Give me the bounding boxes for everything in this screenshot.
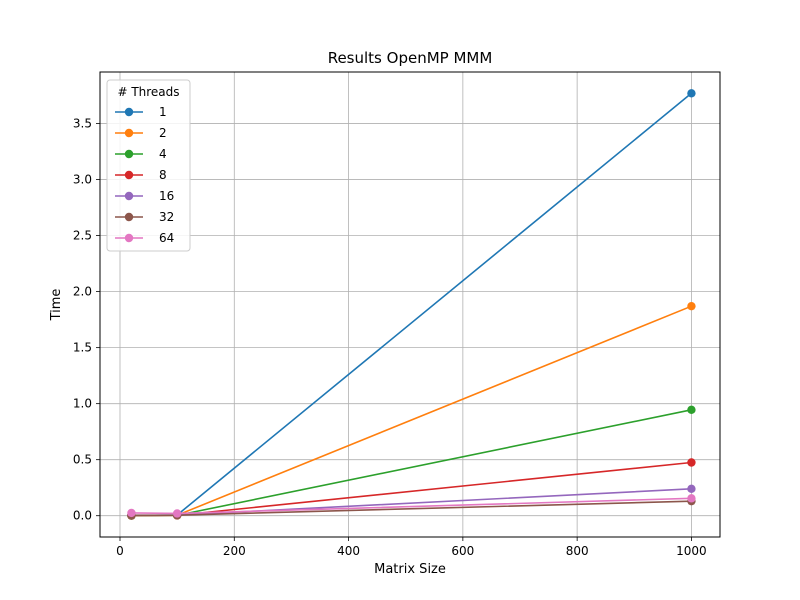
chart-title: Results OpenMP MMM — [328, 49, 493, 67]
legend-label: 2 — [159, 126, 167, 140]
y-axis-label: Time — [49, 289, 64, 322]
data-point — [687, 405, 696, 415]
x-tick-label: 600 — [451, 544, 474, 558]
legend-swatch-marker — [124, 170, 134, 180]
series-group — [127, 89, 696, 520]
legend-item: 32 — [115, 210, 174, 224]
legend-swatch-marker — [124, 128, 134, 138]
data-point — [687, 89, 696, 98]
data-point — [172, 509, 182, 518]
legend-label: 16 — [159, 189, 174, 203]
legend-label: 1 — [159, 105, 167, 119]
y-tick-label: 3.5 — [73, 117, 92, 131]
legend: # Threads 1 2 4 8 16 32 64 — [106, 79, 191, 252]
legend-label: 8 — [159, 168, 167, 182]
data-point — [687, 494, 696, 503]
plot-frame — [99, 71, 721, 538]
x-tick-label: 400 — [337, 544, 360, 558]
legend-swatch-marker — [124, 212, 134, 222]
y-tick-label: 0.0 — [73, 509, 92, 523]
legend-item: 64 — [115, 231, 174, 245]
data-point — [687, 301, 696, 311]
legend-item: 1 — [115, 105, 167, 119]
legend-item: 8 — [115, 168, 167, 182]
legend-item: 2 — [115, 126, 167, 140]
y-tick-label: 0.5 — [73, 453, 92, 467]
x-axis-label: Matrix Size — [374, 562, 446, 577]
legend-label: 64 — [159, 231, 174, 245]
x-axis-ticks: 0 200 400 600 800 1000 — [116, 537, 707, 558]
legend-swatch-marker — [124, 107, 134, 117]
legend-title: # Threads — [117, 85, 179, 99]
legend-box — [106, 79, 191, 252]
legend-swatch-marker — [124, 233, 134, 243]
data-point — [687, 458, 696, 467]
legend-label: 32 — [159, 210, 174, 224]
legend-item: 4 — [115, 147, 167, 161]
legend-swatch-marker — [124, 191, 134, 201]
x-tick-label: 0 — [116, 544, 124, 558]
legend-item: 16 — [115, 189, 174, 203]
y-tick-label: 1.0 — [73, 397, 92, 411]
legend-label: 4 — [159, 147, 167, 161]
y-tick-label: 2.5 — [73, 229, 92, 243]
y-tick-label: 3.0 — [73, 173, 92, 187]
y-axis-ticks: 0.0 0.5 1.0 1.5 2.0 2.5 3.0 3.5 — [73, 117, 100, 523]
series-64 — [127, 494, 696, 518]
y-tick-label: 1.5 — [73, 341, 92, 355]
x-tick-label: 200 — [223, 544, 246, 558]
legend-swatch-marker — [124, 149, 134, 159]
grid-lines — [100, 72, 720, 537]
data-point — [127, 508, 136, 518]
data-point — [687, 484, 696, 494]
x-tick-label: 800 — [566, 544, 589, 558]
y-tick-label: 2.0 — [73, 285, 92, 299]
x-tick-label: 1000 — [676, 544, 707, 558]
